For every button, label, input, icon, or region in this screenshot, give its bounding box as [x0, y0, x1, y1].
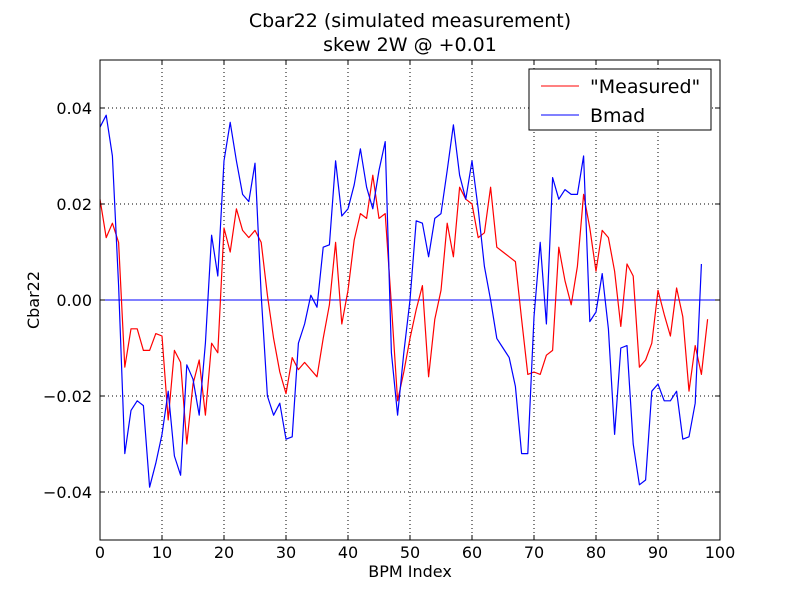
y-tick-label: 0.02 [56, 195, 92, 214]
x-tick-label: 30 [276, 543, 296, 562]
y-tick-label: −0.02 [43, 387, 92, 406]
series-line-measured [99, 174, 709, 445]
chart-title: Cbar22 (simulated measurement) [249, 10, 571, 32]
x-tick-label: 60 [462, 543, 482, 562]
x-axis-label: BPM Index [368, 562, 452, 581]
legend-box [528, 68, 712, 131]
x-tick-label: 100 [705, 543, 736, 562]
legend-label-measured: "Measured" [590, 76, 700, 98]
x-tick-label: 90 [648, 543, 668, 562]
x-tick-label: 70 [524, 543, 544, 562]
tick-layer: 0 10 20 30 40 50 60 70 80 90 100 −0.04 −0.02 0.00 0.02… [43, 60, 735, 562]
x-tick-label: 10 [152, 543, 172, 562]
x-tick-label: 0 [95, 543, 105, 562]
x-tick-label: 50 [400, 543, 420, 562]
y-axis-label: Cbar22 [24, 271, 43, 329]
series-layer [99, 114, 709, 488]
legend: "Measured" Bmad [528, 68, 712, 131]
x-tick-label: 40 [338, 543, 358, 562]
x-tick-label: 80 [586, 543, 606, 562]
y-tick-label: 0.04 [56, 99, 92, 118]
y-tick-label: 0.00 [56, 291, 92, 310]
series-line-bmad [99, 114, 702, 488]
x-tick-label: 20 [214, 543, 234, 562]
y-tick-label: −0.04 [43, 483, 92, 502]
legend-label-bmad: Bmad [590, 105, 645, 127]
chart-subtitle: skew 2W @ +0.01 [323, 34, 497, 56]
